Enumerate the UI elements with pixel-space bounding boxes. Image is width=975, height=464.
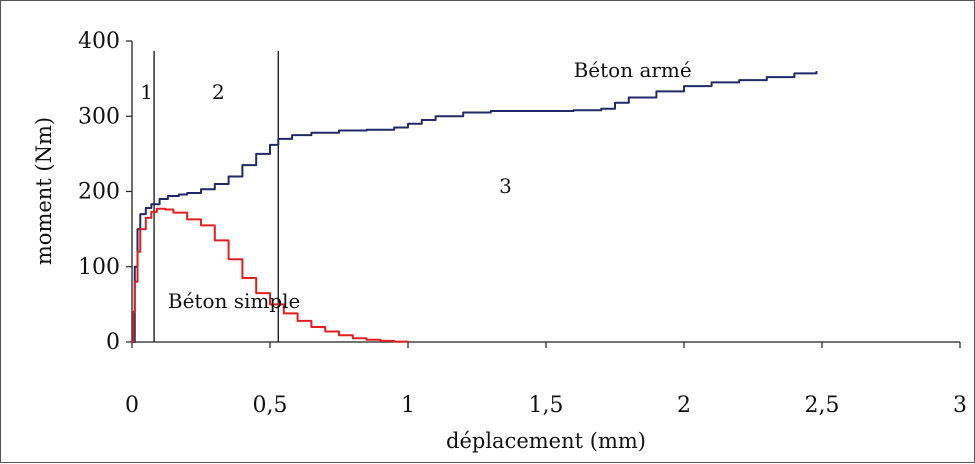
x-tick-label: 3 — [953, 393, 967, 418]
x-tick-label: 1 — [401, 393, 415, 418]
series-label-b-ton-simple: Béton simple — [168, 289, 301, 313]
y-tick-label: 200 — [78, 180, 120, 205]
zone-label: 2 — [212, 80, 225, 104]
x-tick-label: 0,5 — [253, 393, 288, 418]
y-tick-label: 0 — [106, 330, 120, 355]
zone-divider-group — [153, 51, 279, 342]
x-tick-label: 0 — [125, 393, 139, 418]
zone-label: 1 — [140, 80, 153, 104]
x-tick-label: 2 — [677, 393, 691, 418]
annotation-group: Béton armé Béton simple 1 2 3 — [140, 58, 691, 313]
y-axis-title: moment (Nm) — [32, 117, 56, 265]
y-tick-label: 400 — [78, 29, 120, 54]
x-axis-title: déplacement (mm) — [446, 429, 646, 453]
series-group — [132, 71, 818, 343]
series-label-b-ton-arm: Béton armé — [574, 58, 692, 82]
y-tick-label: 100 — [78, 255, 120, 280]
y-tick-label: 300 — [78, 104, 120, 129]
x-tick-label: 1,5 — [529, 393, 564, 418]
zone-label: 3 — [499, 174, 512, 198]
ticks-group: 0 0,5 1 1,5 2 2,5 3 0 100 200 300 400 — [78, 29, 967, 418]
series-line-b-ton-simple — [132, 207, 409, 343]
series-line-b-ton-arm — [132, 71, 818, 343]
x-tick-label: 2,5 — [805, 393, 840, 418]
